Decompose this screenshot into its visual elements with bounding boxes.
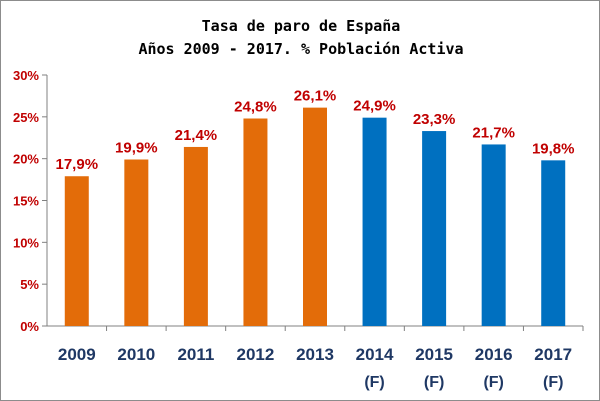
data-label-2009: 17,9% <box>56 156 99 173</box>
data-label-2013: 26,1% <box>294 88 337 105</box>
bar-2016 <box>481 144 506 326</box>
x-category-label-2009: 2009 <box>58 345 96 364</box>
bar-2009 <box>64 176 89 326</box>
data-label-2012: 24,8% <box>234 99 277 116</box>
bar-2013 <box>303 107 327 326</box>
data-labels: 17,9% 19,9% 21,4% 24,8% 26,1% 24,9% 23,3% 21,7%… <box>56 88 575 174</box>
x-category-label-2015: 2015 <box>415 345 453 364</box>
bar-2015 <box>422 131 447 326</box>
data-label-2010: 19,9% <box>115 140 158 157</box>
x-category-label-2016: 2016 <box>475 345 513 364</box>
y-tick-label: 20% <box>13 152 39 167</box>
x-category-sublabel-2017: (F) <box>543 374 563 391</box>
x-category-label-2014: 2014 <box>356 345 394 364</box>
x-category-sublabel-2015: (F) <box>424 374 444 391</box>
axes: 0% 5% 10% 15% 20% 25% 30% 2009 2010 2011 2012 2013 2… <box>13 68 584 391</box>
y-tick-label: 0% <box>20 319 39 334</box>
bar-2011 <box>183 146 208 326</box>
y-tick-label: 30% <box>13 68 39 83</box>
bar-2014 <box>362 117 387 326</box>
bar-2012 <box>243 118 268 326</box>
y-tick-label: 25% <box>13 110 39 125</box>
x-category-sublabel-2014: (F) <box>364 374 384 391</box>
data-label-2015: 23,3% <box>413 111 456 128</box>
y-tick-label: 5% <box>20 277 39 292</box>
data-label-2014: 24,9% <box>353 98 396 115</box>
x-category-label-2011: 2011 <box>177 345 214 364</box>
x-category-label-2013: 2013 <box>296 345 334 364</box>
bar-2010 <box>124 159 149 326</box>
x-category-label-2012: 2012 <box>237 345 275 364</box>
x-category-label-2010: 2010 <box>117 345 155 364</box>
chart-subtitle: Años 2009 - 2017. % Población Activa <box>138 40 463 58</box>
x-category-sublabel-2016: (F) <box>483 374 503 391</box>
data-label-2011: 21,4% <box>175 127 218 144</box>
data-label-2016: 21,7% <box>472 124 515 141</box>
data-label-2017: 19,8% <box>532 140 575 157</box>
chart-title: Tasa de paro de España <box>202 17 401 35</box>
bars <box>64 107 566 326</box>
x-category-label-2017: 2017 <box>534 345 572 364</box>
y-tick-label: 10% <box>13 235 39 250</box>
y-tick-label: 15% <box>13 194 39 209</box>
bar-2017 <box>541 160 566 326</box>
